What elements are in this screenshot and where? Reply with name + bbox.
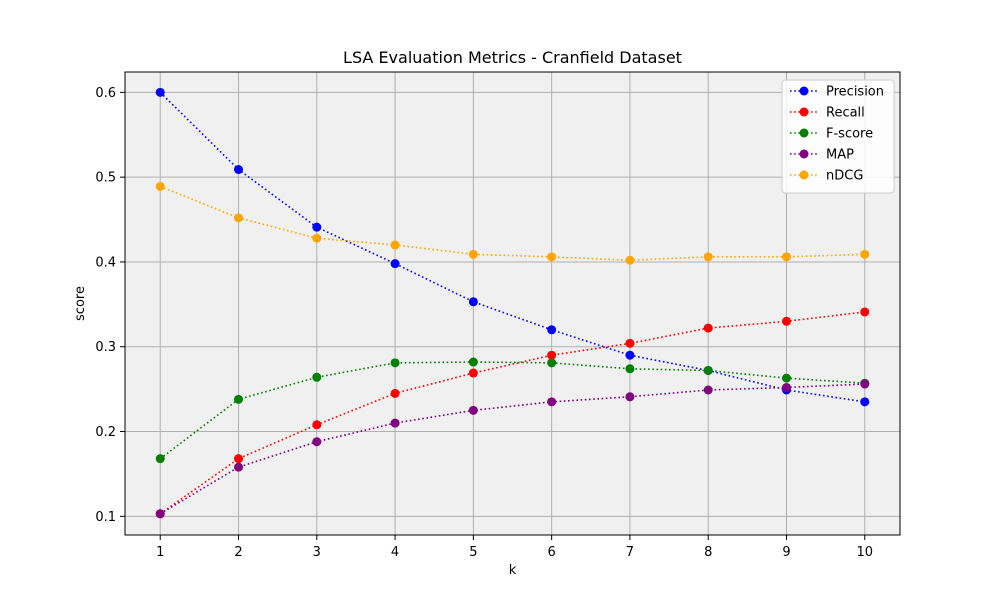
legend: Precision Recall F-score MAP nDCG xyxy=(781,79,895,194)
data-point-f-score xyxy=(468,357,478,367)
x-tick-label: 10 xyxy=(856,545,873,560)
legend-marker xyxy=(799,149,809,159)
data-point-recall xyxy=(860,307,870,317)
data-point-ndcg xyxy=(703,252,713,262)
y-tick-label: 0.2 xyxy=(95,425,116,440)
data-point-map xyxy=(390,418,400,428)
data-point-map xyxy=(155,509,165,519)
x-tick-label: 1 xyxy=(156,545,164,560)
legend-item-recall: Recall xyxy=(790,106,865,121)
series-precision xyxy=(155,87,870,407)
legend-marker xyxy=(799,86,809,96)
legend-item-precision: Precision xyxy=(790,85,884,100)
data-point-ndcg xyxy=(860,249,870,259)
y-axis-label: score xyxy=(73,286,88,321)
data-point-f-score xyxy=(625,364,635,374)
data-point-recall xyxy=(547,350,557,360)
series-map xyxy=(155,379,870,519)
legend-label: MAP xyxy=(826,148,854,163)
series-recall xyxy=(155,307,870,519)
legend-item-f-score: F-score xyxy=(790,127,873,142)
legend-label: Precision xyxy=(826,85,884,100)
legend-marker xyxy=(799,128,809,138)
series-layer xyxy=(155,87,870,519)
data-point-recall xyxy=(468,368,478,378)
x-tick-label: 5 xyxy=(469,545,477,560)
data-point-f-score xyxy=(781,373,791,383)
y-tick-label: 0.3 xyxy=(95,340,116,355)
data-point-f-score xyxy=(703,365,713,375)
data-point-f-score xyxy=(234,394,244,404)
data-point-precision xyxy=(468,297,478,307)
data-point-map xyxy=(312,437,322,447)
plot-area xyxy=(125,72,900,535)
data-point-map xyxy=(860,379,870,389)
y-tick-label: 0.6 xyxy=(95,86,116,101)
data-point-map xyxy=(703,385,713,395)
series-line-f-score xyxy=(159,361,865,460)
series-line-ndcg xyxy=(159,185,865,262)
data-point-map xyxy=(625,392,635,402)
x-tick-label: 6 xyxy=(548,545,556,560)
data-point-map xyxy=(234,462,244,472)
data-point-ndcg xyxy=(312,233,322,243)
data-point-f-score xyxy=(155,454,165,464)
legend-marker xyxy=(799,107,809,117)
data-point-map xyxy=(781,382,791,392)
x-axis-ticks: 1 2 3 4 5 6 7 8 9 10 xyxy=(156,535,873,560)
data-point-ndcg xyxy=(625,255,635,265)
data-point-ndcg xyxy=(234,213,244,223)
series-line-recall xyxy=(159,311,865,515)
data-point-ndcg xyxy=(547,252,557,262)
y-tick-label: 0.4 xyxy=(95,255,116,270)
data-point-recall xyxy=(625,338,635,348)
series-ndcg xyxy=(155,181,870,265)
data-point-f-score xyxy=(547,358,557,368)
data-point-f-score xyxy=(312,372,322,382)
data-point-f-score xyxy=(390,358,400,368)
data-point-precision xyxy=(155,87,165,97)
data-point-recall xyxy=(703,323,713,333)
chart-title: LSA Evaluation Metrics - Cranfield Datas… xyxy=(343,48,682,67)
data-point-map xyxy=(547,397,557,407)
data-point-ndcg xyxy=(155,181,165,191)
grid-lines xyxy=(125,72,900,535)
x-tick-label: 7 xyxy=(626,545,634,560)
x-tick-label: 2 xyxy=(234,545,242,560)
y-tick-label: 0.5 xyxy=(95,171,116,186)
data-point-precision xyxy=(625,350,635,360)
data-point-ndcg xyxy=(781,252,791,262)
plot-frame xyxy=(124,71,901,536)
legend-label: nDCG xyxy=(826,169,863,184)
data-point-recall xyxy=(781,316,791,326)
data-point-precision xyxy=(547,325,557,335)
data-point-precision xyxy=(390,259,400,269)
x-tick-label: 3 xyxy=(313,545,321,560)
data-point-precision xyxy=(312,222,322,232)
data-point-precision xyxy=(860,397,870,407)
legend-label: F-score xyxy=(826,127,873,142)
legend-item-ndcg: nDCG xyxy=(790,169,863,184)
x-tick-label: 9 xyxy=(782,545,790,560)
legend-box xyxy=(781,79,895,194)
data-point-map xyxy=(468,405,478,415)
data-point-precision xyxy=(234,165,244,175)
legend-marker xyxy=(799,170,809,180)
legend-item-map: MAP xyxy=(790,148,854,163)
data-point-ndcg xyxy=(468,249,478,259)
y-tick-label: 0.1 xyxy=(95,510,116,525)
legend-label: Recall xyxy=(826,106,865,121)
data-point-recall xyxy=(390,388,400,398)
x-tick-label: 4 xyxy=(391,545,399,560)
data-point-ndcg xyxy=(390,240,400,250)
x-tick-label: 8 xyxy=(704,545,712,560)
x-axis-label: k xyxy=(509,563,517,578)
y-axis-ticks: 0.1 0.2 0.3 0.4 0.5 0.6 xyxy=(95,86,125,525)
data-point-recall xyxy=(234,454,244,464)
data-point-recall xyxy=(312,420,322,430)
